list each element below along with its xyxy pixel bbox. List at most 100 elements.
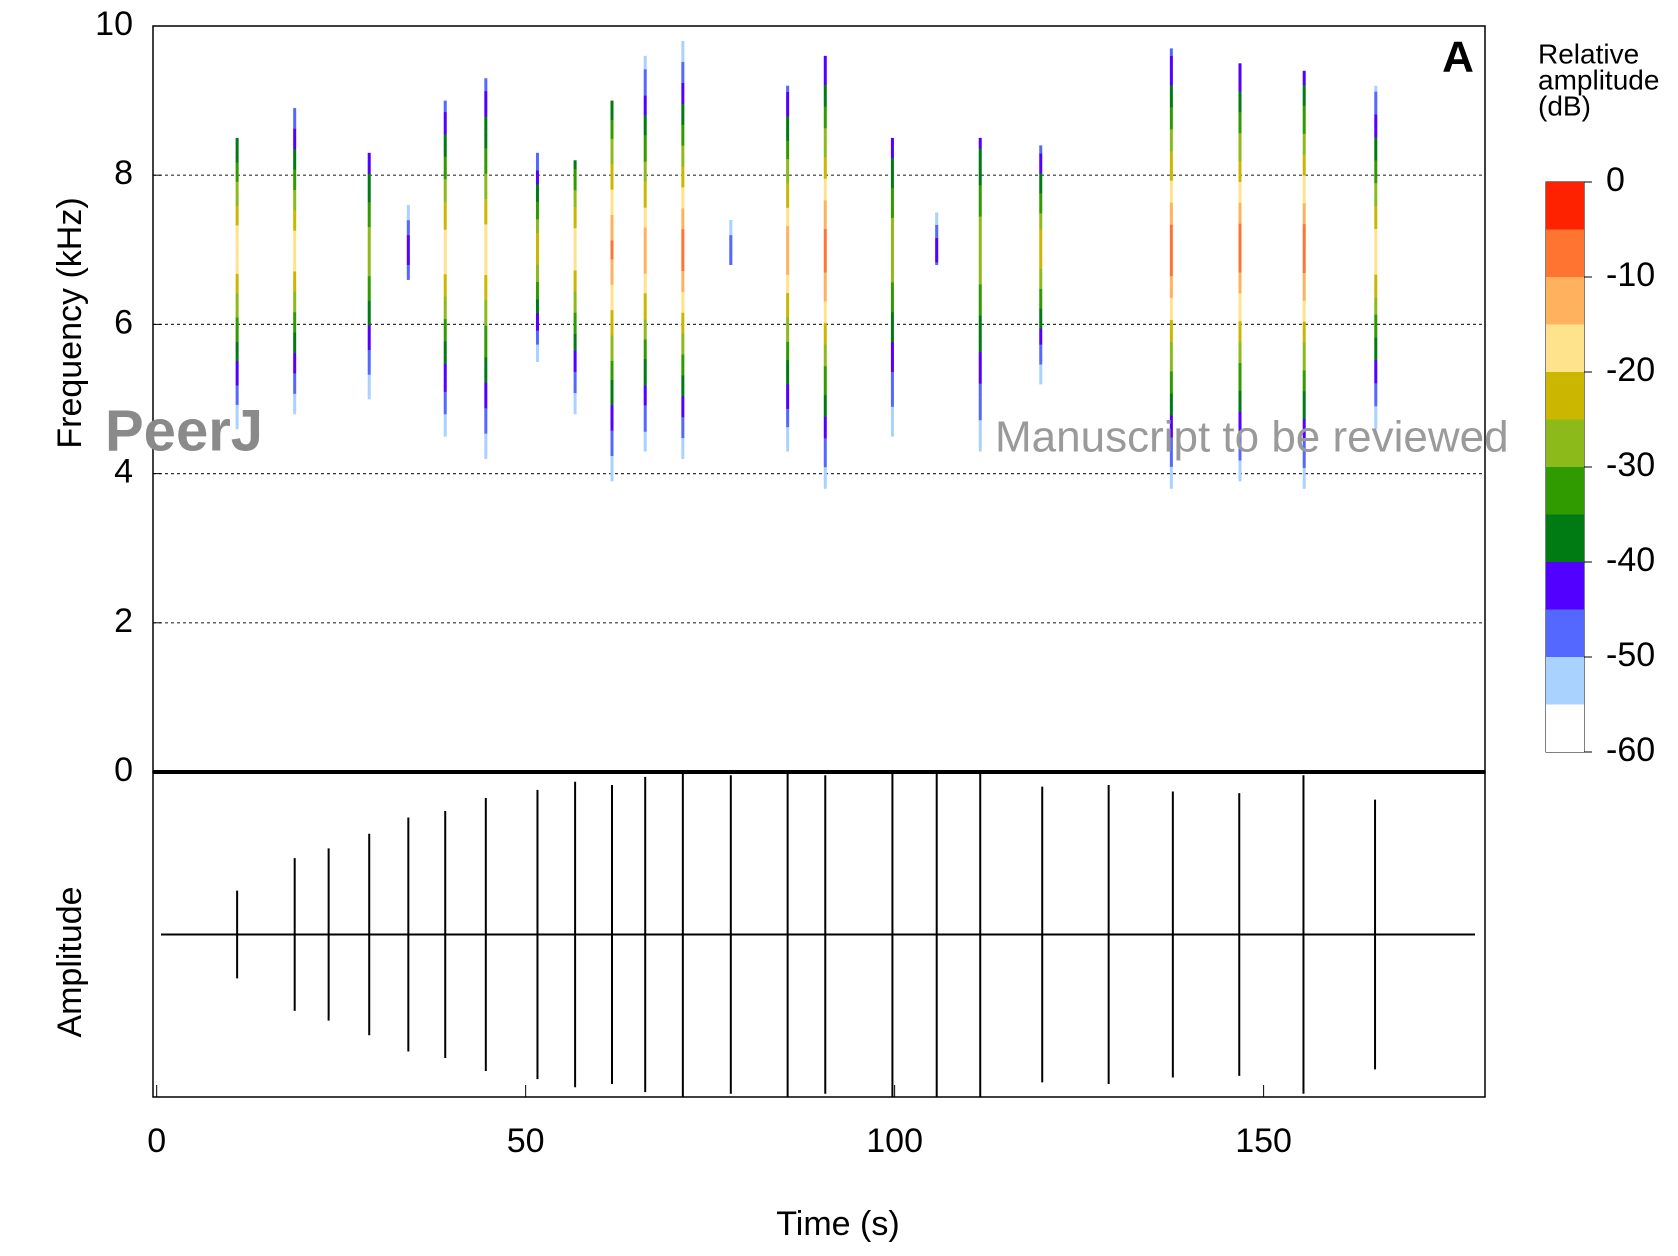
spectral-segment: [293, 189, 297, 196]
spectral-segment: [935, 255, 939, 257]
spectral-segment: [681, 117, 685, 125]
spectral-segment: [406, 223, 410, 226]
spectral-segment: [367, 152, 371, 158]
spectral-segment: [1302, 467, 1306, 475]
spectral-segment: [1169, 437, 1173, 445]
spectral-segment: [235, 166, 239, 173]
spectral-segment: [681, 368, 685, 376]
spectral-segment: [681, 173, 685, 181]
spectral-segment: [729, 228, 733, 230]
spectral-segment: [406, 252, 410, 254]
spectral-segment: [443, 246, 447, 252]
spectral-segment: [1238, 383, 1242, 391]
spectral-segment: [1302, 161, 1306, 169]
spectral-segment: [610, 106, 614, 114]
spectral-segment: [681, 277, 685, 285]
spectral-segment: [1238, 125, 1242, 134]
spectral-segment: [729, 234, 733, 236]
spectral-segment: [535, 184, 539, 188]
spectral-segment: [1238, 70, 1242, 78]
spectral-segment: [978, 143, 982, 149]
spectral-segment: [293, 271, 297, 277]
spectral-segment: [367, 394, 371, 400]
spectral-segment: [681, 256, 685, 265]
spectral-segment: [573, 168, 577, 174]
spectral-segment: [681, 305, 685, 313]
spectral-segment: [573, 185, 577, 191]
call: [786, 85, 790, 452]
spectral-segment: [681, 103, 685, 111]
spectral-segment: [729, 240, 733, 242]
spectral-segment: [1169, 422, 1173, 431]
spectral-segment: [535, 208, 539, 213]
spectral-segment: [610, 227, 614, 235]
spectral-segment: [978, 435, 982, 442]
spectral-segment: [978, 258, 982, 264]
spectral-segment: [443, 201, 447, 208]
spectral-segment: [935, 262, 939, 264]
spectral-segment: [978, 221, 982, 227]
spectral-segment: [1238, 216, 1242, 224]
spectral-segment: [1302, 70, 1306, 79]
spectral-segment: [1374, 417, 1378, 424]
spectral-segment: [1169, 261, 1173, 269]
spectral-segment: [1374, 285, 1378, 292]
spectral-segment: [643, 167, 647, 175]
spectral-segment: [367, 230, 371, 236]
spectral-segment: [235, 356, 239, 362]
spectral-segment: [235, 273, 239, 279]
spectral-segment: [235, 351, 239, 357]
spectral-segment: [573, 164, 577, 170]
spectral-segment: [367, 349, 371, 355]
spectral-segment: [484, 160, 488, 168]
spectral-segment: [235, 419, 239, 425]
spectral-segment: [890, 267, 894, 273]
spectral-segment: [610, 290, 614, 298]
spectral-segment: [786, 122, 790, 129]
spectral-segment: [1374, 360, 1378, 367]
spectral-segment: [681, 340, 685, 348]
spectral-segment: [823, 481, 827, 489]
spectral-segment: [573, 397, 577, 402]
spectral-segment: [643, 332, 647, 340]
spectral-segment: [823, 315, 827, 323]
spectral-segment: [235, 162, 239, 168]
spectral-segment: [406, 254, 410, 257]
spectral-segment: [573, 244, 577, 250]
spectral-segment: [1169, 378, 1173, 387]
spectral-segment: [443, 268, 447, 275]
spectral-segment: [643, 431, 647, 439]
spectral-segment: [573, 392, 577, 398]
spectral-segment: [681, 423, 685, 432]
spectral-segment: [293, 296, 297, 303]
spectral-segment: [643, 418, 647, 426]
spectral-segment: [367, 185, 371, 191]
spectral-segment: [643, 181, 647, 188]
spectral-segment: [235, 327, 239, 333]
spectral-segment: [786, 286, 790, 294]
spectral-segment: [367, 390, 371, 396]
spectral-segment: [293, 118, 297, 124]
spectral-segment: [535, 250, 539, 255]
spectral-segment: [681, 110, 685, 118]
spectral-segment: [1039, 205, 1043, 210]
spectral-segment: [293, 266, 297, 272]
spectral-segment: [729, 261, 733, 263]
spectral-segment: [1302, 474, 1306, 482]
spectral-segment: [484, 350, 488, 358]
spectral-segment: [1374, 325, 1378, 332]
spectral-segment: [978, 237, 982, 243]
spectral-segment: [1039, 332, 1043, 337]
spectral-segment: [823, 438, 827, 446]
spectral-segment: [443, 145, 447, 152]
spectral-segment: [890, 227, 894, 233]
spectral-segment: [443, 374, 447, 381]
spectral-segment: [890, 212, 894, 218]
spectral-segment: [1238, 258, 1242, 266]
spectral-segment: [293, 260, 297, 267]
spectral-segment: [235, 239, 239, 245]
spectral-segment: [729, 225, 733, 227]
spectral-segment: [729, 221, 733, 223]
spectral-segment: [1169, 407, 1173, 416]
spectral-segment: [978, 393, 982, 400]
